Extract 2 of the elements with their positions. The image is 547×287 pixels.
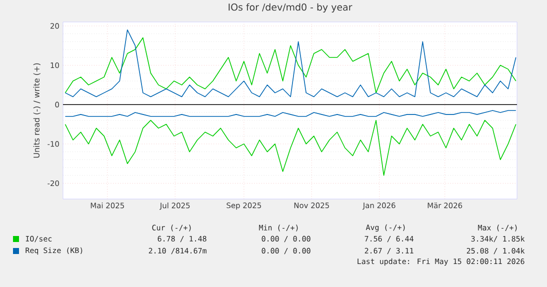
line-series: [64, 120, 516, 176]
chart-title: IOs for /dev/md0 - by year: [228, 3, 352, 12]
